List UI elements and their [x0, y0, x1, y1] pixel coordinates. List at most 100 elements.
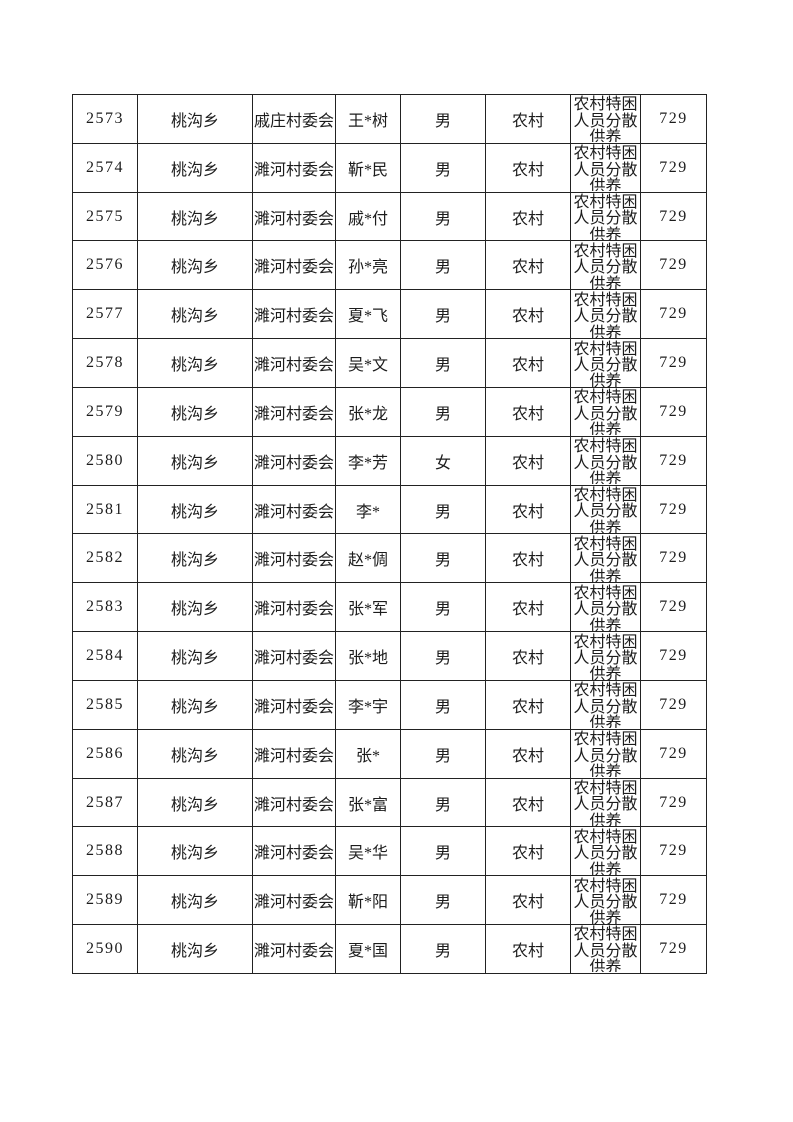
cell-sequence-number: 2589: [72, 875, 138, 926]
cell-sequence-number: 2582: [72, 533, 138, 584]
cell-village-committee: 濉河村委会: [252, 338, 336, 388]
cell-residence-type: 农村: [485, 924, 571, 974]
cell-township: 桃沟乡: [137, 728, 253, 779]
cell-residence-type: 农村: [485, 875, 571, 926]
cell-amount: 729: [640, 679, 707, 730]
cell-assistance-category: 农村特困 人员分散 供养: [570, 338, 641, 388]
cell-assistance-category: 农村特困 人员分散 供养: [570, 728, 641, 779]
cell-sequence-number: 2581: [72, 484, 138, 535]
cell-village-committee: 戚庄村委会: [252, 94, 336, 144]
cell-sequence-number: 2590: [72, 924, 138, 974]
cell-village-committee: 濉河村委会: [252, 142, 336, 193]
table-body: 2573 桃沟乡 戚庄村委会 王*树男农村 农村特困 人员分散 供养 729 2574 桃沟乡…: [72, 94, 707, 974]
cell-amount: 729: [640, 582, 707, 633]
cell-village-committee: 濉河村委会: [252, 386, 336, 437]
cell-village-committee: 濉河村委会: [252, 631, 336, 681]
cell-residence-type: 农村: [485, 826, 571, 877]
cell-township: 桃沟乡: [137, 582, 253, 633]
cell-assistance-category: 农村特困 人员分散 供养: [570, 875, 641, 926]
assistance-category-text: 农村特困 人员分散 供养: [573, 487, 638, 534]
cell-village-committee: 濉河村委会: [252, 191, 336, 242]
cell-person-name: 夏*国: [335, 924, 401, 974]
cell-amount: 729: [640, 191, 707, 242]
cell-gender: 男: [400, 94, 486, 144]
cell-assistance-category: 农村特困 人员分散 供养: [570, 191, 641, 242]
cell-gender: 男: [400, 924, 486, 974]
assistance-category-text: 农村特困 人员分散 供养: [573, 780, 638, 826]
cell-person-name: 靳*民: [335, 142, 401, 193]
assistance-category-text: 农村特困 人员分散 供养: [573, 145, 638, 192]
cell-village-committee: 濉河村委会: [252, 289, 336, 340]
cell-assistance-category: 农村特困 人员分散 供养: [570, 484, 641, 535]
cell-sequence-number: 2575: [72, 191, 138, 242]
cell-residence-type: 农村: [485, 679, 571, 730]
cell-gender: 男: [400, 484, 486, 535]
cell-sequence-number: 2580: [72, 435, 138, 486]
cell-village-committee: 濉河村委会: [252, 435, 336, 486]
cell-person-name: 赵*倜: [335, 533, 401, 584]
cell-sequence-number: 2577: [72, 289, 138, 340]
cell-residence-type: 农村: [485, 142, 571, 193]
table-row: 2589 桃沟乡 濉河村委会 靳*阳男农村 农村特困 人员分散 供养 729: [72, 875, 707, 926]
cell-sequence-number: 2574: [72, 142, 138, 193]
cell-village-committee: 濉河村委会: [252, 875, 336, 926]
cell-village-committee: 濉河村委会: [252, 484, 336, 535]
cell-residence-type: 农村: [485, 435, 571, 486]
cell-township: 桃沟乡: [137, 533, 253, 584]
cell-sequence-number: 2586: [72, 728, 138, 779]
cell-gender: 男: [400, 631, 486, 681]
cell-village-committee: 濉河村委会: [252, 582, 336, 633]
cell-amount: 729: [640, 240, 707, 291]
assistance-category-text: 农村特困 人员分散 供养: [573, 389, 638, 436]
cell-gender: 男: [400, 240, 486, 291]
cell-township: 桃沟乡: [137, 435, 253, 486]
table-row: 2580 桃沟乡 濉河村委会 李*芳女农村 农村特困 人员分散 供养 729: [72, 435, 707, 486]
cell-residence-type: 农村: [485, 191, 571, 242]
cell-gender: 男: [400, 582, 486, 633]
cell-township: 桃沟乡: [137, 94, 253, 144]
cell-amount: 729: [640, 289, 707, 340]
cell-assistance-category: 农村特困 人员分散 供养: [570, 289, 641, 340]
cell-gender: 男: [400, 533, 486, 584]
cell-residence-type: 农村: [485, 728, 571, 779]
cell-residence-type: 农村: [485, 386, 571, 437]
cell-gender: 男: [400, 875, 486, 926]
cell-sequence-number: 2587: [72, 777, 138, 828]
cell-township: 桃沟乡: [137, 826, 253, 877]
cell-village-committee: 濉河村委会: [252, 533, 336, 584]
cell-assistance-category: 农村特困 人员分散 供养: [570, 631, 641, 681]
cell-person-name: 王*树: [335, 94, 401, 144]
assistance-category-text: 农村特困 人员分散 供养: [573, 438, 638, 485]
beneficiary-table: 2573 桃沟乡 戚庄村委会 王*树男农村 农村特困 人员分散 供养 729 2574 桃沟乡…: [72, 94, 707, 974]
cell-residence-type: 农村: [485, 631, 571, 681]
cell-township: 桃沟乡: [137, 338, 253, 388]
cell-person-name: 张*龙: [335, 386, 401, 437]
table-row: 2581 桃沟乡 濉河村委会 李* 男农村 农村特困 人员分散 供养 729: [72, 484, 707, 535]
cell-township: 桃沟乡: [137, 631, 253, 681]
cell-village-committee: 濉河村委会: [252, 777, 336, 828]
cell-residence-type: 农村: [485, 289, 571, 340]
cell-assistance-category: 农村特困 人员分散 供养: [570, 435, 641, 486]
cell-township: 桃沟乡: [137, 777, 253, 828]
assistance-category-text: 农村特困 人员分散 供养: [573, 96, 638, 143]
cell-residence-type: 农村: [485, 240, 571, 291]
cell-village-committee: 濉河村委会: [252, 924, 336, 974]
cell-township: 桃沟乡: [137, 484, 253, 535]
cell-amount: 729: [640, 826, 707, 877]
cell-person-name: 张*地: [335, 631, 401, 681]
cell-person-name: 李*: [335, 484, 401, 535]
cell-assistance-category: 农村特困 人员分散 供养: [570, 679, 641, 730]
cell-gender: 男: [400, 386, 486, 437]
cell-residence-type: 农村: [485, 533, 571, 584]
cell-gender: 男: [400, 679, 486, 730]
cell-assistance-category: 农村特困 人员分散 供养: [570, 142, 641, 193]
cell-amount: 729: [640, 435, 707, 486]
cell-amount: 729: [640, 875, 707, 926]
table-row: 2578 桃沟乡 濉河村委会 吴*文男农村 农村特困 人员分散 供养 729: [72, 338, 707, 388]
cell-village-committee: 濉河村委会: [252, 240, 336, 291]
cell-person-name: 张*: [335, 728, 401, 779]
table-row: 2576 桃沟乡 濉河村委会 孙*亮男农村 农村特困 人员分散 供养 729: [72, 240, 707, 291]
cell-person-name: 孙*亮: [335, 240, 401, 291]
cell-residence-type: 农村: [485, 582, 571, 633]
